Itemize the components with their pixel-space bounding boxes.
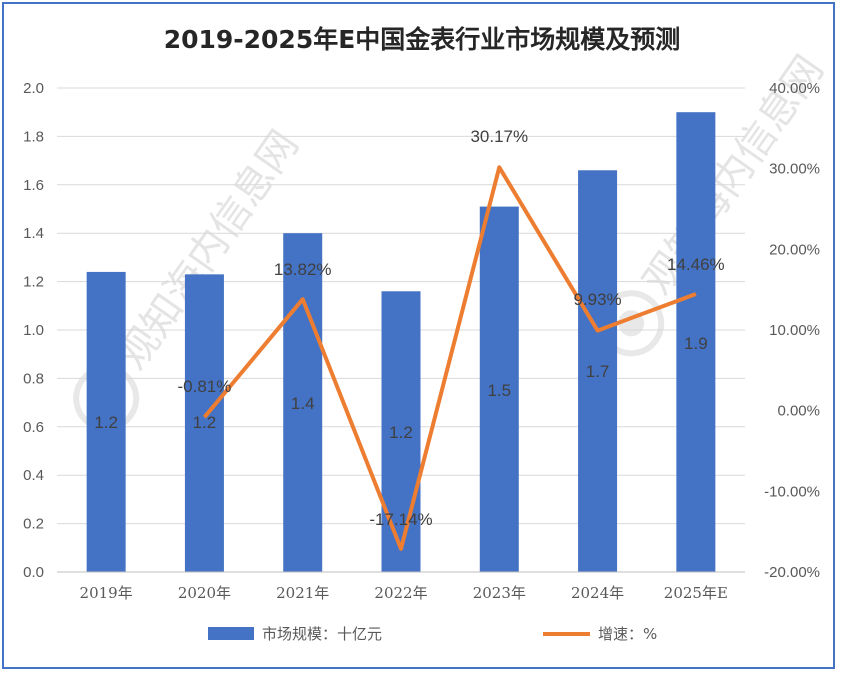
- legend: 市场规模：十亿元 增速：%: [208, 625, 657, 643]
- line-value-label: -0.81%: [177, 377, 231, 396]
- y-right-tick-label: 10.00%: [769, 322, 820, 339]
- line-value-label: 13.82%: [274, 260, 332, 279]
- bar: [578, 170, 618, 572]
- x-tick-label: 2020年: [178, 584, 231, 602]
- y-left-tick-label: 0.8: [23, 370, 44, 387]
- x-tick-label: 2023年: [473, 584, 526, 602]
- x-tick-label: 2024年: [571, 584, 624, 602]
- bar: [283, 233, 323, 572]
- bar-value-label: 1.5: [487, 381, 511, 400]
- x-tick-label: 2019年: [80, 584, 133, 602]
- bar-series: [86, 112, 716, 572]
- bar: [676, 112, 716, 572]
- growth-line: [202, 165, 697, 551]
- bar: [184, 274, 224, 572]
- y-right-tick-label: 20.00%: [769, 241, 820, 258]
- axes: 0.0 0.2 0.4 0.6 0.8 1.0 1.2 1.4 1.6 1.8 2.0 -20.00%…: [23, 80, 820, 602]
- y-left-tick-label: 1.0: [23, 322, 44, 339]
- bar-value-label: 1.2: [94, 413, 118, 432]
- chart-title: 2019-2025年E中国金表行业市场规模及预测: [164, 25, 681, 54]
- y-left-tick-label: 1.8: [23, 128, 44, 145]
- y-right-tick-label: 40.00%: [769, 80, 820, 97]
- bar-value-label: 1.4: [291, 394, 315, 413]
- y-left-tick-label: 1.4: [23, 225, 44, 242]
- line-value-label: 30.17%: [470, 127, 528, 146]
- bar-value-label: 1.2: [389, 423, 413, 442]
- y-right-tick-label: 0.00%: [777, 403, 820, 420]
- y-left-tick-label: 0.4: [23, 467, 44, 484]
- bar: [479, 206, 519, 572]
- y-right-tick-label: 30.00%: [769, 161, 820, 178]
- y-left-tick-label: 2.0: [23, 80, 44, 97]
- bar: [381, 291, 421, 572]
- x-tick-label: 2025年E: [664, 584, 728, 602]
- bar-value-label: 1.2: [193, 413, 217, 432]
- x-tick-label: 2022年: [374, 584, 427, 602]
- y-left-tick-label: 0.2: [23, 516, 44, 533]
- x-tick-label: 2021年: [276, 584, 329, 602]
- y-left-tick-label: 1.2: [23, 274, 44, 291]
- y-right-tick-label: -10.00%: [764, 483, 820, 500]
- legend-label-line: 增速：%: [598, 625, 657, 643]
- y-left-tick-label: 0.6: [23, 419, 44, 436]
- line-value-label: 9.93%: [573, 290, 621, 309]
- line-series: [202, 165, 697, 551]
- y-left-tick-label: 0.0: [23, 564, 44, 581]
- line-value-label: -17.14%: [369, 510, 432, 529]
- bar: [86, 271, 126, 572]
- line-value-label: 14.46%: [667, 255, 725, 274]
- y-right-tick-label: -20.00%: [764, 564, 820, 581]
- data-labels: 1.2 1.2 1.4 1.2 1.5 1.7 1.9 -0.81% 13.82% -17.14%…: [94, 127, 724, 529]
- y-left-tick-label: 1.6: [23, 177, 44, 194]
- bar-value-label: 1.7: [586, 362, 610, 381]
- bar-value-label: 1.9: [684, 334, 708, 353]
- legend-swatch-bar: [208, 627, 254, 640]
- legend-label-bar: 市场规模：十亿元: [262, 625, 382, 643]
